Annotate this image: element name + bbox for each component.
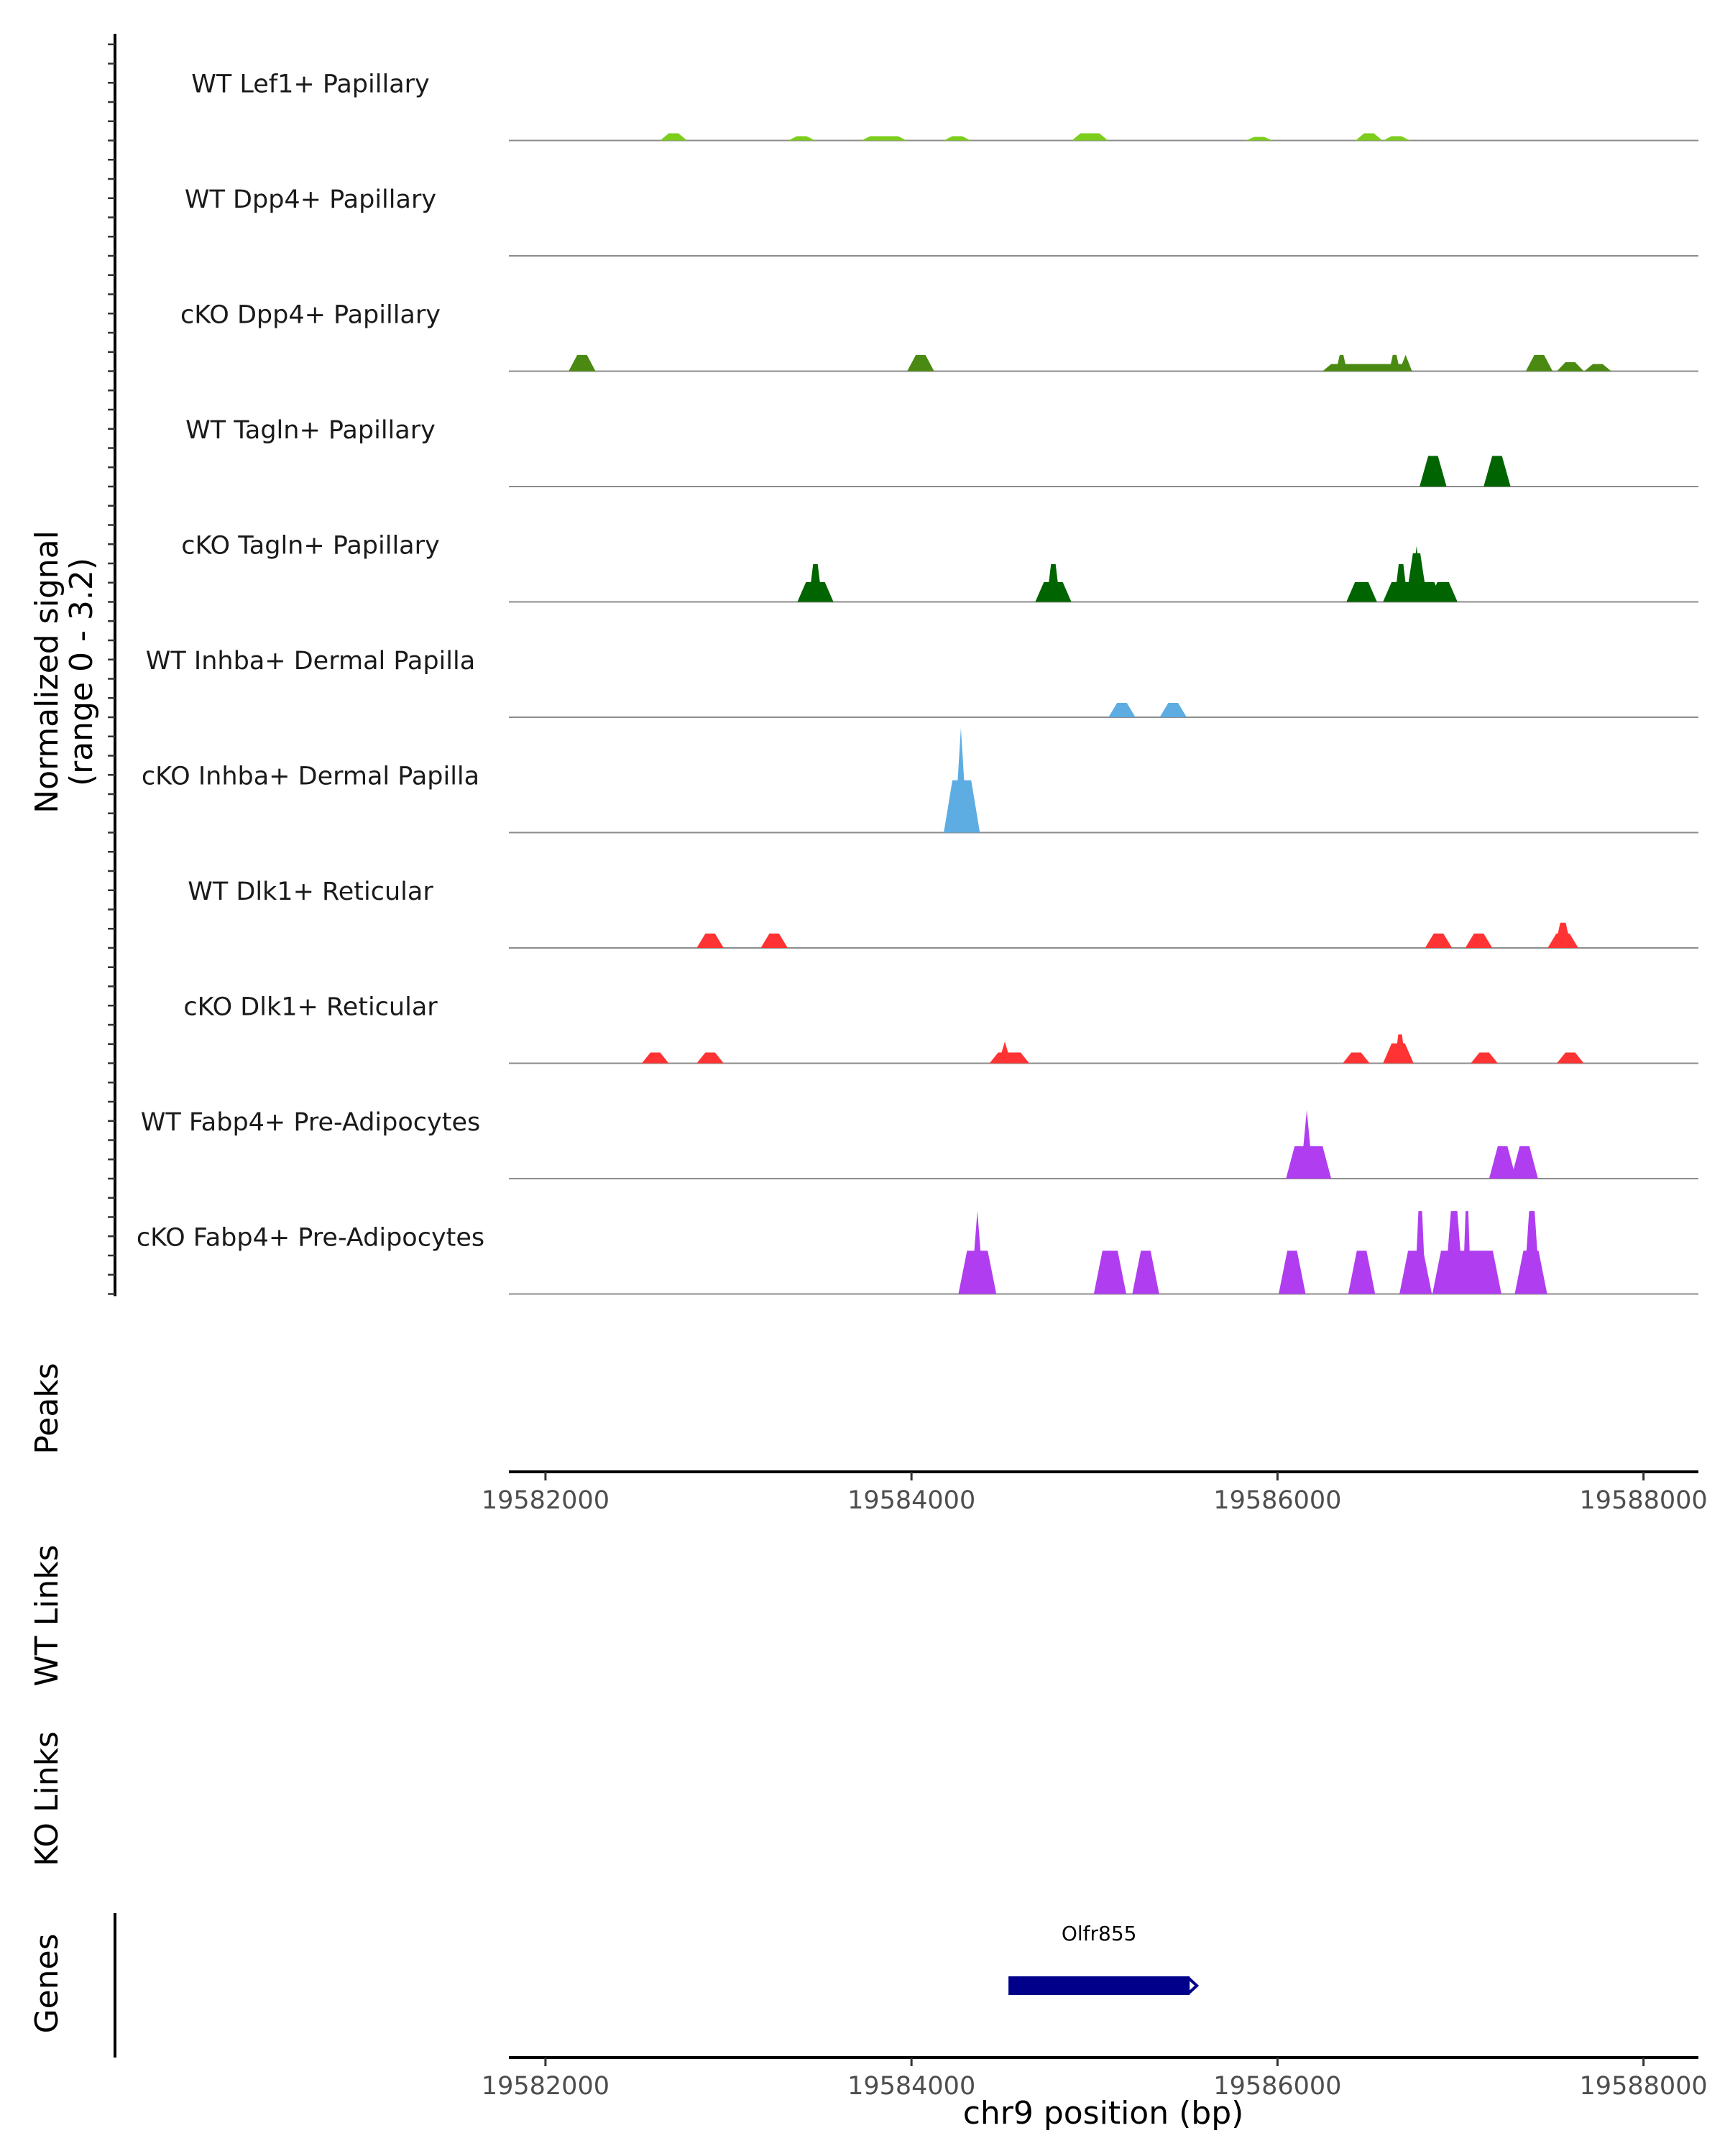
signal-spike <box>954 728 967 833</box>
signal-bin <box>1489 1146 1517 1179</box>
track-7: cKO Inhba+ Dermal Papilla <box>142 728 1698 834</box>
signal-bin <box>1159 702 1187 717</box>
signal-bin <box>1072 133 1108 141</box>
track-8: WT Dlk1+ Reticular <box>188 877 1698 949</box>
signal-bin <box>760 933 788 948</box>
track-6: WT Inhba+ Dermal Papilla <box>146 647 1698 718</box>
track-1: WT Lef1+ Papillary <box>191 70 1698 142</box>
signal-bin <box>1557 1052 1584 1064</box>
signal-bin <box>696 933 724 948</box>
track-label: WT Tagln+ Papillary <box>185 416 436 445</box>
signal-bin <box>569 354 596 372</box>
track-11: cKO Fabp4+ Pre-Adipocytes <box>137 1211 1698 1295</box>
peaks-x-tick-label: 19586000 <box>1213 1486 1341 1515</box>
genes-panel-label: Genes <box>29 1933 65 2033</box>
tracks-layer: WT Lef1+ Papillary WT Dpp4+ Papillary cKO … <box>108 34 1708 2101</box>
signal-bin <box>1420 456 1447 487</box>
signal-bin <box>1523 1211 1540 1294</box>
signal-bin <box>788 136 816 141</box>
y-axis-title-line1: Normalized signal <box>29 530 65 814</box>
signal-bin <box>1463 1211 1471 1294</box>
gene-olfr855: Olfr855 <box>1008 1922 1200 1995</box>
track-label: cKO Fabp4+ Pre-Adipocytes <box>137 1224 484 1253</box>
track-10: WT Fabp4+ Pre-Adipocytes <box>141 1108 1698 1179</box>
signal-bin <box>1335 354 1348 372</box>
signal-bin <box>1465 933 1493 948</box>
signal-bin <box>1557 361 1584 372</box>
wt-links-panel-label: WT Links <box>29 1544 65 1686</box>
signal-bin <box>1584 364 1611 372</box>
signal-bin <box>1444 1211 1464 1294</box>
signal-bin <box>1425 933 1453 948</box>
signal-bin <box>1414 1211 1426 1294</box>
genes-x-tick-label: 19584000 <box>847 2072 975 2101</box>
signal-spike <box>1399 354 1412 372</box>
signal-bin <box>641 1052 669 1064</box>
signal-bin <box>1355 133 1383 141</box>
track-5: cKO Tagln+ Papillary <box>181 532 1698 603</box>
x-axis-title: chr9 position (bp) <box>963 2095 1244 2132</box>
signal-bin <box>1484 456 1511 487</box>
track-3: cKO Dpp4+ Papillary <box>180 301 1698 372</box>
signal-bin <box>1348 1250 1376 1294</box>
track-label: WT Dlk1+ Reticular <box>188 877 433 906</box>
signal-bin <box>1394 1034 1406 1064</box>
signal-bin <box>1471 1052 1498 1064</box>
track-9: cKO Dlk1+ Reticular <box>183 993 1698 1064</box>
gene-strand-arrow <box>1187 1976 1200 1995</box>
peaks-x-tick-label: 19582000 <box>482 1486 610 1515</box>
signal-bin <box>1132 1250 1159 1294</box>
track-label: WT Fabp4+ Pre-Adipocytes <box>141 1108 480 1137</box>
signal-bin <box>660 133 687 141</box>
track-label: cKO Inhba+ Dermal Papilla <box>142 763 479 791</box>
signal-spike <box>970 1211 984 1294</box>
y-axis-title-line2: (range 0 - 3.2) <box>63 558 100 786</box>
signal-bin <box>1428 581 1458 602</box>
ko-links-panel-label: KO Links <box>29 1731 65 1866</box>
track-label: WT Inhba+ Dermal Papilla <box>146 647 475 676</box>
peaks-x-tick-label: 19584000 <box>847 1486 975 1515</box>
signal-bin <box>907 354 934 372</box>
signal-bin <box>696 1052 724 1064</box>
track-label: cKO Dlk1+ Reticular <box>183 993 438 1022</box>
track-label: cKO Dpp4+ Papillary <box>180 301 441 330</box>
signal-bin <box>1511 1146 1538 1179</box>
signal-bin <box>1246 137 1273 141</box>
gene-strand-arrow <box>1010 1976 1023 1995</box>
signal-bin <box>1046 563 1061 602</box>
signal-bin <box>1108 702 1136 717</box>
signal-bin <box>1383 136 1410 141</box>
signal-bin <box>1389 354 1400 372</box>
signal-spike <box>998 1041 1012 1064</box>
track-label: WT Lef1+ Papillary <box>191 70 430 99</box>
signal-bin <box>861 136 907 141</box>
signal-bin <box>1525 354 1553 372</box>
signal-spike <box>1300 1110 1314 1179</box>
genes-x-tick-label: 19588000 <box>1580 2072 1708 2101</box>
signal-bin <box>1279 1250 1306 1294</box>
peaks-panel-label: Peaks <box>29 1363 65 1454</box>
signal-bin <box>1394 563 1408 602</box>
signal-spike <box>1409 545 1423 602</box>
peaks-x-tick-label: 19588000 <box>1580 1486 1708 1515</box>
signal-bin <box>1555 922 1572 948</box>
track-label: WT Dpp4+ Papillary <box>185 185 436 214</box>
signal-bin <box>944 136 971 141</box>
signal-bin <box>1343 1052 1370 1064</box>
signal-bin <box>808 563 823 602</box>
genes-x-tick-label: 19582000 <box>482 2072 610 2101</box>
track-2: WT Dpp4+ Papillary <box>185 185 1698 257</box>
signal-bin <box>1093 1250 1126 1294</box>
track-label: cKO Tagln+ Papillary <box>181 532 440 561</box>
gene-body <box>1008 1976 1190 1995</box>
track-4: WT Tagln+ Papillary <box>185 416 1698 487</box>
gene-label: Olfr855 <box>1062 1922 1137 1945</box>
signal-bin <box>1346 581 1377 602</box>
genes-x-tick-label: 19586000 <box>1213 2072 1341 2101</box>
